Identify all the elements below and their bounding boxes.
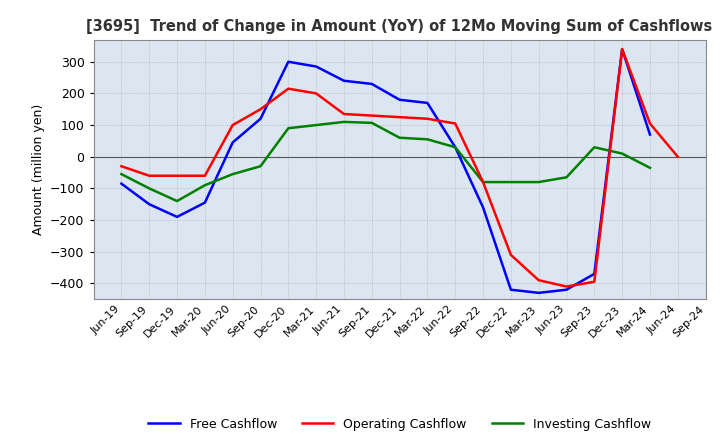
Line: Free Cashflow: Free Cashflow [122,49,650,293]
Operating Cashflow [562,284,571,289]
Free Cashflow [618,47,626,52]
Investing Cashflow [201,183,210,188]
Operating Cashflow [173,173,181,178]
Investing Cashflow [284,125,292,131]
Investing Cashflow [590,145,598,150]
Operating Cashflow [201,173,210,178]
Investing Cashflow [562,175,571,180]
Free Cashflow [117,181,126,186]
Line: Operating Cashflow: Operating Cashflow [122,49,678,286]
Operating Cashflow [646,121,654,126]
Operating Cashflow [618,47,626,52]
Investing Cashflow [423,137,432,142]
Y-axis label: Amount (million yen): Amount (million yen) [32,104,45,235]
Investing Cashflow [507,180,516,185]
Investing Cashflow [228,172,237,177]
Free Cashflow [312,64,320,69]
Legend: Free Cashflow, Operating Cashflow, Investing Cashflow: Free Cashflow, Operating Cashflow, Inves… [143,413,656,436]
Operating Cashflow [256,106,265,112]
Operating Cashflow [340,111,348,117]
Free Cashflow [145,202,153,207]
Free Cashflow [534,290,543,296]
Investing Cashflow [479,180,487,185]
Free Cashflow [423,100,432,106]
Investing Cashflow [145,186,153,191]
Operating Cashflow [145,173,153,178]
Free Cashflow [228,140,237,145]
Operating Cashflow [117,164,126,169]
Operating Cashflow [228,122,237,128]
Free Cashflow [479,205,487,210]
Free Cashflow [646,132,654,137]
Free Cashflow [284,59,292,64]
Investing Cashflow [534,180,543,185]
Investing Cashflow [117,172,126,177]
Operating Cashflow [423,116,432,121]
Investing Cashflow [173,198,181,204]
Line: Investing Cashflow: Investing Cashflow [122,122,650,201]
Free Cashflow [507,287,516,292]
Investing Cashflow [312,122,320,128]
Operating Cashflow [367,113,376,118]
Operating Cashflow [312,91,320,96]
Free Cashflow [340,78,348,84]
Free Cashflow [395,97,404,103]
Investing Cashflow [451,145,459,150]
Operating Cashflow [284,86,292,92]
Investing Cashflow [646,165,654,170]
Operating Cashflow [673,154,682,159]
Operating Cashflow [395,114,404,120]
Title: [3695]  Trend of Change in Amount (YoY) of 12Mo Moving Sum of Cashflows: [3695] Trend of Change in Amount (YoY) o… [86,19,713,34]
Free Cashflow [590,271,598,276]
Free Cashflow [201,200,210,205]
Operating Cashflow [590,279,598,284]
Operating Cashflow [479,180,487,185]
Operating Cashflow [534,278,543,283]
Operating Cashflow [451,121,459,126]
Investing Cashflow [395,135,404,140]
Free Cashflow [562,287,571,292]
Investing Cashflow [618,151,626,156]
Investing Cashflow [367,120,376,125]
Free Cashflow [173,214,181,220]
Investing Cashflow [340,119,348,125]
Free Cashflow [451,145,459,150]
Free Cashflow [256,116,265,121]
Investing Cashflow [256,164,265,169]
Free Cashflow [367,81,376,87]
Operating Cashflow [507,252,516,257]
